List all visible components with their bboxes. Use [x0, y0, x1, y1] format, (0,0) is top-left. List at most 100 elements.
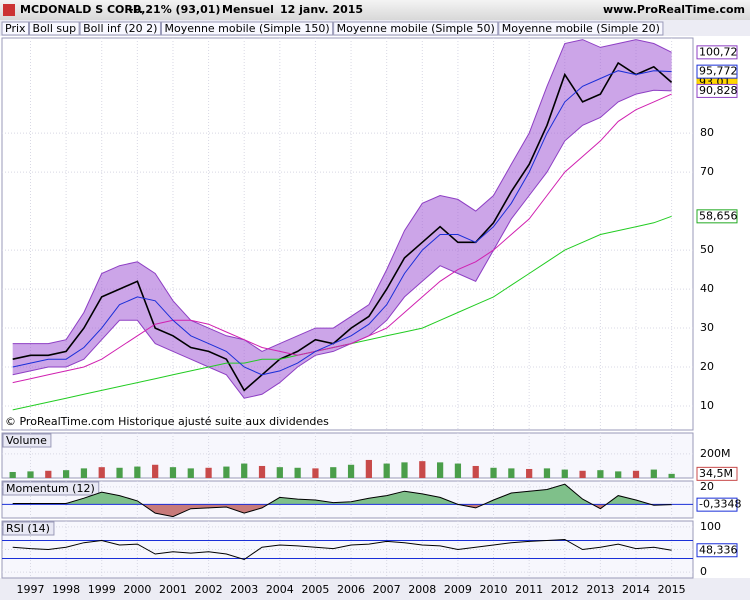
legend-entry: Prix — [5, 22, 26, 35]
x-tick-label: 2003 — [230, 583, 258, 596]
legend-entry: Moyenne mobile (Simple 150) — [164, 22, 329, 35]
last-value-label: 100,72 — [699, 45, 738, 58]
volume-bar — [134, 466, 141, 478]
x-tick-label: 1997 — [16, 583, 44, 596]
volume-bar — [472, 465, 479, 478]
y-tick-label: 10 — [700, 399, 714, 412]
legend-entry: Moyenne mobile (Simple 50) — [337, 22, 495, 35]
last-value-box — [696, 466, 738, 481]
volume-bar — [116, 467, 123, 478]
volume-bar — [152, 464, 159, 478]
legend-box — [1, 21, 30, 36]
legend-entry: Boll sup — [33, 22, 77, 35]
x-tick-label: 2004 — [266, 583, 294, 596]
x-tick-label: 2001 — [159, 583, 187, 596]
volume-bar — [205, 467, 212, 478]
y-tick-label: 40 — [700, 282, 714, 295]
volume-bar — [383, 463, 390, 478]
stock-name: MCDONALD S CORP. — [20, 3, 143, 16]
last-value-label: 90,828 — [699, 84, 738, 97]
legend-box — [498, 21, 664, 36]
series-line — [12, 89, 672, 399]
volume-bar — [276, 467, 283, 478]
last-value-label: -0,3348 — [699, 498, 741, 511]
date: 12 janv. 2015 — [280, 3, 363, 16]
series-line — [12, 70, 672, 376]
volume-bar — [169, 467, 177, 478]
volume-bar — [454, 463, 462, 478]
volume-bar — [615, 471, 622, 478]
last-value-box — [696, 64, 738, 79]
series-line — [12, 61, 673, 392]
last-value-box — [696, 83, 738, 98]
volume-bar — [543, 468, 551, 478]
y-tick-label: 200M — [700, 447, 731, 460]
volume-bar — [80, 468, 88, 478]
volume-bar — [526, 468, 533, 478]
panel-title-box — [2, 481, 100, 496]
rsi-line — [12, 538, 672, 561]
volume-bar — [294, 467, 301, 478]
volume-bar — [241, 463, 248, 478]
note: © ProRealTime.com Historique ajusté suit… — [5, 415, 329, 428]
panel-title-box — [2, 433, 52, 448]
legend-entry: Boll inf (20 2) — [83, 22, 157, 35]
volume-bar — [330, 467, 337, 478]
x-axis-bar — [0, 578, 750, 600]
volume-bar — [579, 470, 586, 478]
y-tick-label: 0 — [700, 565, 707, 578]
last-value-label: 58,656 — [699, 209, 738, 222]
volume-bar — [419, 461, 426, 478]
last-value-box — [696, 497, 738, 512]
legend-box — [160, 21, 334, 36]
header-bar — [0, 0, 750, 20]
panel-title: Volume — [6, 434, 47, 447]
volume-bar — [187, 468, 194, 478]
y-tick-label: 50 — [700, 243, 714, 256]
volume-bar — [45, 470, 52, 478]
momentum-fill-negative — [12, 504, 672, 517]
volume-bar — [98, 467, 105, 478]
volume-bar — [561, 469, 568, 478]
x-tick-label: 1999 — [88, 583, 116, 596]
volume-bar — [401, 462, 408, 478]
x-tick-label: 2015 — [658, 583, 686, 596]
x-tick-label: 2010 — [480, 583, 508, 596]
panel-title: RSI (14) — [6, 522, 50, 535]
period: Mensuel — [222, 3, 274, 16]
volume-bar — [9, 471, 16, 478]
series-line — [12, 39, 672, 352]
momentum-fill-positive — [12, 484, 651, 505]
y-tick-label: 30 — [700, 321, 714, 334]
bollinger-band-fill — [12, 39, 672, 399]
volume-bar — [27, 471, 34, 478]
last-value-box — [696, 45, 738, 60]
last-value-label: 34,5M — [699, 467, 733, 480]
change: -0,21% (93,01) — [129, 3, 220, 16]
panel — [1, 432, 694, 479]
y-tick-label: 70 — [700, 165, 714, 178]
volume-bar — [650, 469, 657, 478]
volume-bar — [668, 473, 675, 478]
last-value-box — [696, 209, 738, 224]
x-tick-label: 2002 — [195, 583, 223, 596]
x-tick-label: 2006 — [337, 583, 365, 596]
y-tick-label: 20 — [700, 360, 714, 373]
y-tick-label: 20 — [700, 480, 714, 493]
x-tick-label: 2013 — [586, 583, 614, 596]
panel-title-box — [2, 521, 55, 536]
x-tick-label: 2012 — [551, 583, 579, 596]
volume-bar — [490, 467, 497, 478]
volume-bar — [223, 466, 230, 478]
volume-bar — [632, 470, 640, 478]
x-tick-label: 2008 — [408, 583, 436, 596]
legend-box — [333, 21, 499, 36]
volume-bar — [508, 468, 515, 478]
series-line — [12, 93, 672, 384]
y-tick-label: 100 — [700, 520, 721, 533]
volume-bar — [436, 462, 444, 478]
legend-box — [79, 21, 161, 36]
x-tick-label: 2009 — [444, 583, 472, 596]
x-tick-label: 2007 — [373, 583, 401, 596]
